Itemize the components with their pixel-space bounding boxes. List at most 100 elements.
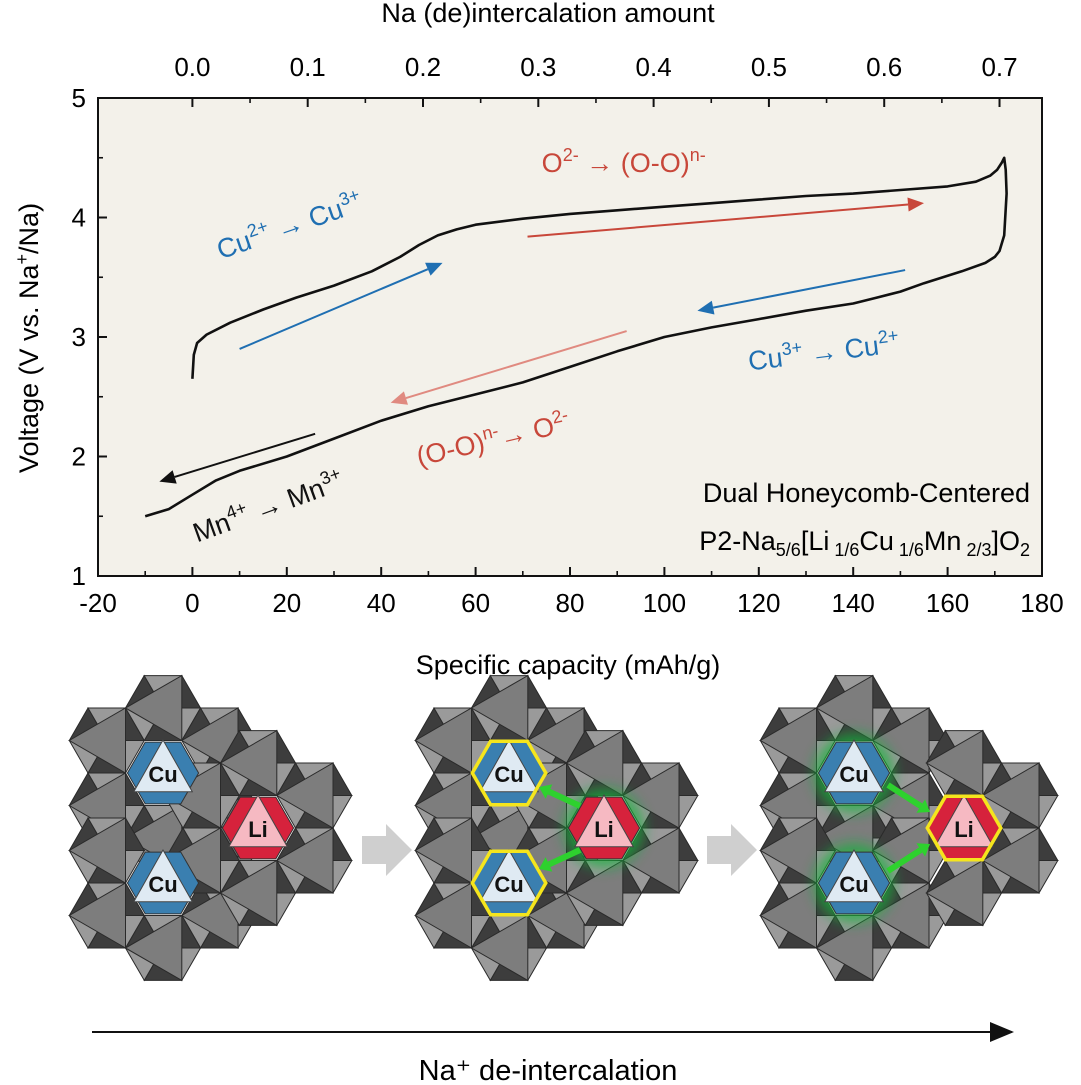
li-site-face bbox=[933, 793, 995, 848]
cu-label: Cu bbox=[494, 872, 523, 897]
octahedron-top-face bbox=[621, 827, 680, 894]
voltage-capacity-chart: -20 0 20 40 60 80 100 120 140 160 180 1 2 3 4 5 0.0 0.1… bbox=[12, 0, 1064, 680]
legend-label: Dual Honeycomb-Centered P2-Na5/6[Li 1/6C… bbox=[699, 478, 1030, 560]
x-tick-label: 160 bbox=[926, 588, 969, 618]
cu-label: Cu bbox=[148, 762, 177, 787]
cu-site-face bbox=[132, 848, 194, 903]
octahedron-top-face bbox=[815, 914, 874, 982]
site-highlight bbox=[470, 739, 548, 807]
top-tick-label: 0.0 bbox=[174, 52, 210, 82]
octahedron-top-face bbox=[565, 729, 624, 797]
charge-discharge-curve bbox=[144, 156, 1008, 518]
cu-site-face bbox=[823, 848, 885, 903]
x-tick-label: 140 bbox=[832, 588, 875, 618]
annotation-cu32: Cu3+ → Cu2+ bbox=[746, 325, 901, 376]
x-tick-label: 40 bbox=[367, 588, 396, 618]
octahedron-top-face bbox=[414, 882, 472, 949]
cu-label: Cu bbox=[839, 762, 868, 787]
plot-frame bbox=[97, 97, 1043, 577]
honeycomb-panel-cu-glow: Cu Cu Li bbox=[759, 674, 1059, 982]
octahedron-top-face bbox=[275, 762, 334, 829]
top-tick-label: 0.1 bbox=[290, 52, 326, 82]
x-axis-title: Specific capacity (mAh/g) bbox=[416, 650, 721, 680]
step-arrow bbox=[707, 824, 757, 876]
top-axis-ticks: 0.0 0.1 0.2 0.3 0.4 0.5 0.6 0.7 bbox=[174, 52, 1018, 107]
honeycomb-panel-li-glow: Cu Cu Li bbox=[414, 674, 699, 982]
x-tick-label: 100 bbox=[643, 588, 686, 618]
x-tick-label: 60 bbox=[461, 588, 490, 618]
x-tick-label: 120 bbox=[737, 588, 780, 618]
y-tick-label: 1 bbox=[72, 561, 86, 591]
x-tick-label: 180 bbox=[1020, 588, 1063, 618]
process-arrow-head bbox=[907, 197, 924, 212]
process-arrow-head bbox=[425, 262, 443, 276]
octahedron-top-face bbox=[871, 882, 930, 949]
top-tick-label: 0.2 bbox=[405, 52, 441, 82]
y-axis-ticks: 1 2 3 4 5 bbox=[72, 83, 107, 591]
migration-arrow-line bbox=[547, 847, 582, 868]
octahedron-top-face bbox=[470, 914, 529, 982]
cu-label: Cu bbox=[839, 872, 868, 897]
octahedron-top-face bbox=[759, 707, 817, 774]
top-tick-label: 0.7 bbox=[981, 52, 1017, 82]
migration-arrow-head bbox=[539, 857, 553, 872]
process-arrows bbox=[159, 197, 924, 484]
li-site-face bbox=[573, 793, 635, 848]
migration-arrow-line bbox=[547, 788, 582, 809]
octahedron-top-face bbox=[759, 817, 817, 884]
y-tick-label: 3 bbox=[72, 322, 86, 352]
x-axis-ticks: -20 0 20 40 60 80 100 120 140 160 180 bbox=[79, 567, 1064, 618]
site-highlight bbox=[470, 849, 548, 917]
cu-site-face bbox=[478, 848, 540, 903]
y-tick-label: 2 bbox=[72, 442, 86, 472]
process-arrow-line bbox=[239, 268, 429, 350]
process-arrow-head bbox=[159, 470, 177, 484]
step-arrow bbox=[362, 824, 412, 876]
migration-arrow-line bbox=[886, 847, 923, 874]
octahedron-top-face bbox=[565, 859, 624, 927]
annotation-ooch: O2- → (O-O)n- bbox=[542, 145, 706, 178]
top-tick-label: 0.5 bbox=[751, 52, 787, 82]
y-tick-label: 4 bbox=[72, 203, 86, 233]
migration-arrow-line bbox=[886, 782, 923, 809]
octahedron-top-face bbox=[68, 882, 126, 949]
octahedron-top-face bbox=[621, 762, 680, 829]
cu-site-face bbox=[823, 738, 885, 793]
octahedron-top-face bbox=[414, 817, 472, 884]
step-arrows bbox=[362, 824, 757, 876]
octahedron-top-face bbox=[219, 729, 278, 797]
migration-arrow-head bbox=[539, 784, 553, 799]
process-arrow-head bbox=[390, 391, 408, 405]
x-tick-label: 20 bbox=[272, 588, 301, 618]
octahedron-top-face bbox=[981, 762, 1040, 829]
li-label: Li bbox=[594, 817, 614, 842]
process-arrow-line bbox=[405, 330, 627, 400]
octahedron-top-face bbox=[759, 882, 817, 949]
li-site-face bbox=[227, 793, 289, 848]
honeycomb-diagram: Cu Cu Li Cu Cu Li Cu Cu Li Na⁺ de-intercalatio… bbox=[68, 674, 1059, 1085]
cu-label: Cu bbox=[148, 872, 177, 897]
top-tick-label: 0.6 bbox=[866, 52, 902, 82]
octahedron-top-face bbox=[925, 859, 984, 927]
y-tick-label: 5 bbox=[72, 83, 86, 113]
honeycomb-panel-initial: Cu Cu Li bbox=[68, 674, 353, 982]
deintercalation-label: Na⁺ de-intercalation bbox=[419, 1055, 678, 1085]
octahedron-top-face bbox=[275, 827, 334, 894]
octahedron-top-face bbox=[124, 914, 183, 982]
process-arrow-line bbox=[174, 432, 316, 478]
deintercalation-arrow-head bbox=[990, 1022, 1014, 1042]
octahedron-top-face bbox=[470, 674, 529, 742]
top-tick-label: 0.4 bbox=[636, 52, 672, 82]
process-arrow-line bbox=[527, 203, 909, 238]
migration-arrow-head bbox=[916, 799, 930, 813]
octahedron-top-face bbox=[871, 707, 930, 774]
octahedron-top-face bbox=[219, 859, 278, 927]
cu-site-face bbox=[132, 738, 194, 793]
cu-site-face bbox=[478, 738, 540, 793]
legend-formula: P2-Na5/6[Li 1/6Cu 1/6Mn 2/3]O2 bbox=[699, 526, 1030, 560]
process-arrow-head bbox=[697, 300, 715, 315]
octahedron-top-face bbox=[981, 827, 1040, 894]
legend-line-1: Dual Honeycomb-Centered bbox=[703, 478, 1030, 508]
x-tick-label: 80 bbox=[556, 588, 585, 618]
